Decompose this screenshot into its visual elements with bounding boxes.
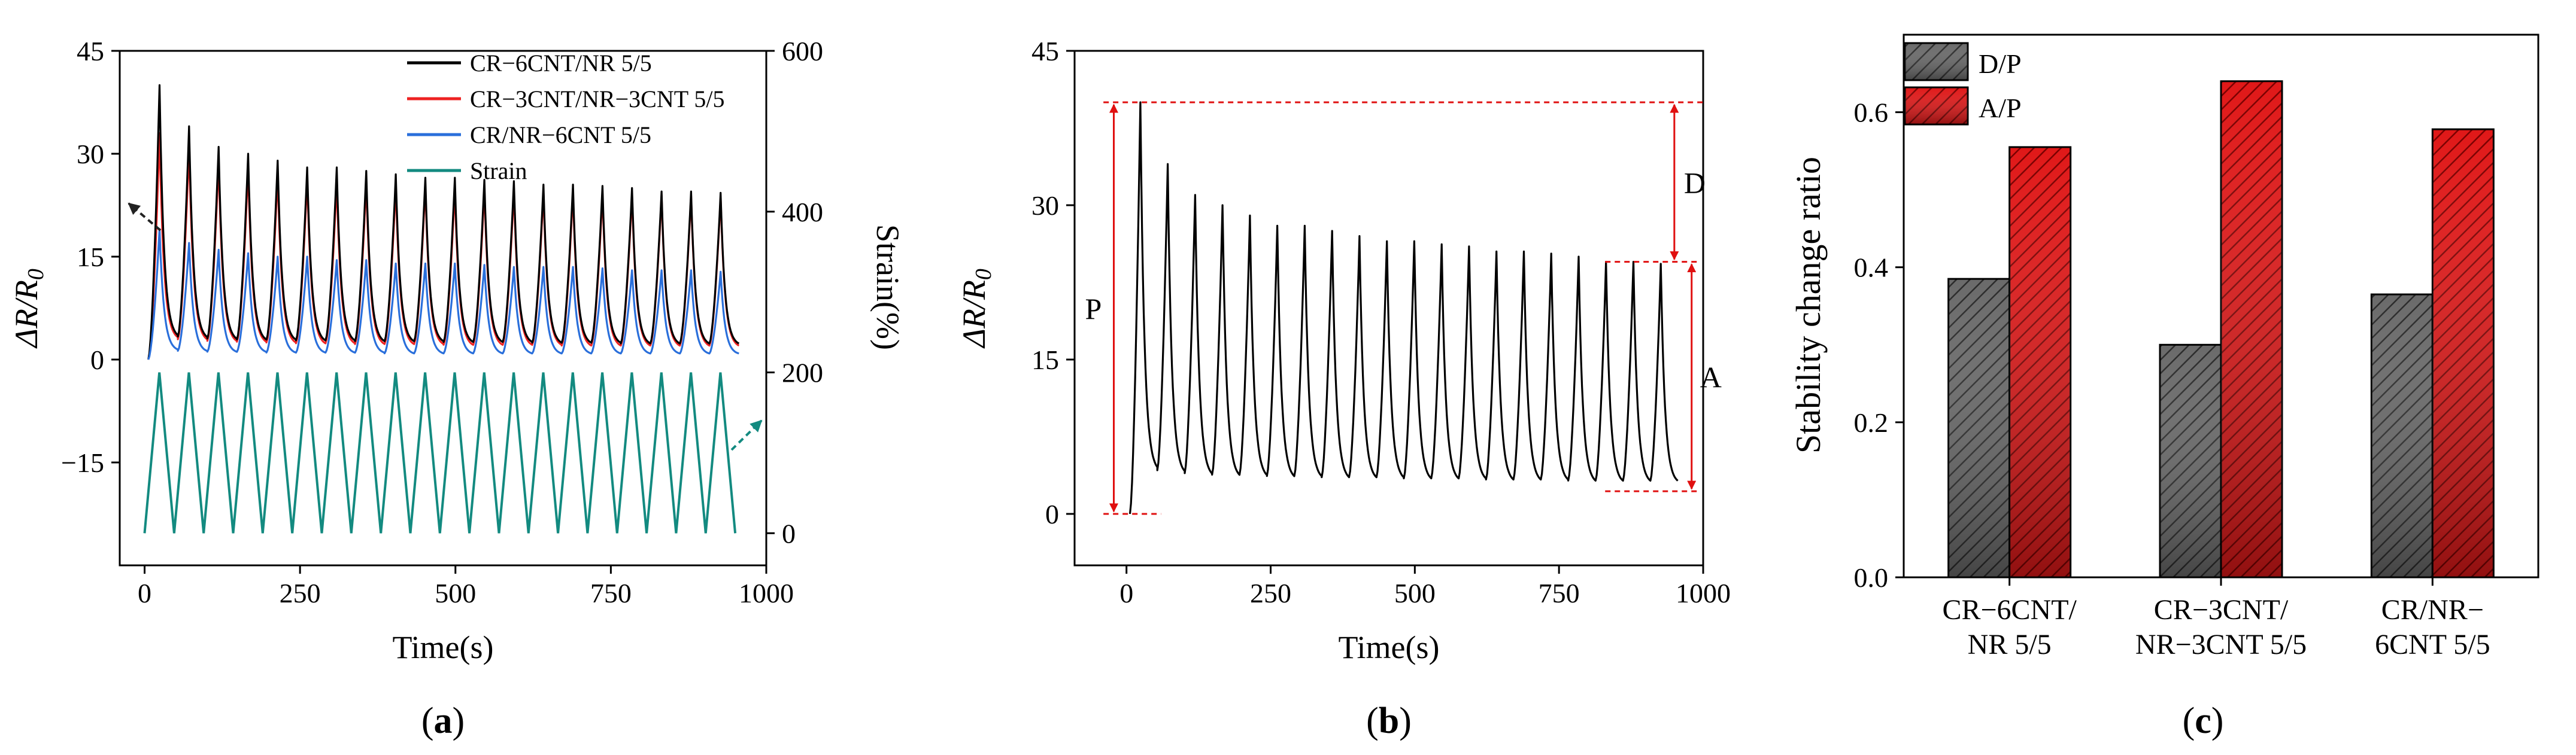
legend-label: D/P xyxy=(1979,48,2022,79)
x-tick-label: 0 xyxy=(138,578,151,608)
panel-b-ticks: 0 250 500 750 1000 0 15 30 45 xyxy=(1031,36,1731,608)
panel-b-annotations: P D A xyxy=(1085,101,1722,515)
bar-shade xyxy=(2432,129,2494,577)
bar-shade xyxy=(2009,147,2071,578)
y-tick-label: 15 xyxy=(1031,345,1059,375)
x-tick-label: 750 xyxy=(590,578,632,608)
y-tick-label: 0 xyxy=(90,345,104,375)
series-line-2 xyxy=(147,228,739,360)
x-tick-label: 750 xyxy=(1539,578,1580,608)
series-line-strain xyxy=(143,372,737,534)
panel-a-legend: CR−6CNT/NR 5/5 CR−3CNT/NR−3CNT 5/5 CR/NR… xyxy=(407,50,725,184)
legend-item-a-p: A/P xyxy=(1904,86,2022,126)
x-tick-label: 1000 xyxy=(1676,578,1731,608)
legend-label: CR−6CNT/NR 5/5 xyxy=(470,50,652,77)
panel-b-frame xyxy=(1073,50,1704,567)
legend-label: A/P xyxy=(1979,93,2022,123)
panel-a-ticks: 0 250 500 750 1000 −15 0 15 30 45 0 200 400 600 xyxy=(61,36,823,608)
panel-b-xlabel: Time(s) xyxy=(1338,629,1439,665)
bar-shade xyxy=(2221,81,2282,577)
legend-label: Strain xyxy=(470,157,527,184)
y-tick-label: −15 xyxy=(61,447,104,478)
annotation-d: D xyxy=(1684,166,1706,199)
x-tick-label: 250 xyxy=(280,578,321,608)
annotation-p: P xyxy=(1085,292,1102,325)
bar-shade xyxy=(1948,279,2010,577)
annotation-a: A xyxy=(1700,360,1722,394)
y2-tick-label: 600 xyxy=(782,36,823,66)
y-tick-label: 0 xyxy=(1045,499,1059,529)
y-tick-label: 0.4 xyxy=(1854,252,1889,283)
panel-c-ylabel: Stability change ratio xyxy=(1789,157,1828,453)
x-category-label: 6CNT 5/5 xyxy=(2375,629,2490,660)
right-axis-pointer-arrow xyxy=(730,419,763,451)
y-tick-label: 45 xyxy=(1031,36,1059,66)
x-category-label: NR 5/5 xyxy=(1968,629,2052,660)
x-tick-label: 1000 xyxy=(739,578,794,608)
bar-shade xyxy=(2160,345,2221,577)
y-tick-label: 30 xyxy=(77,139,104,169)
panel-a-y2label: Strain(%) xyxy=(870,224,906,350)
legend-item-d-p: D/P xyxy=(1904,42,2022,81)
panel-c-label: (c) xyxy=(2183,701,2224,741)
panel-b-ylabel: ΔR/R0 xyxy=(956,269,996,349)
panel-b-plot-area xyxy=(1128,101,1679,515)
y-tick-label: 0.2 xyxy=(1854,407,1889,438)
x-category-label: NR−3CNT 5/5 xyxy=(2135,629,2307,660)
legend-item-cr-6cnt-nr: CR−6CNT/NR 5/5 xyxy=(407,50,652,77)
panel-c: CR−6CNT/NR 5/5 CR−3CNT/NR−3CNT 5/5 CR/NR−6… xyxy=(1789,34,2539,741)
y-tick-label: 15 xyxy=(77,242,104,272)
legend-label: CR/NR−6CNT 5/5 xyxy=(470,121,651,148)
panel-a-ylabel: ΔR/R0 xyxy=(8,269,48,349)
bar-shade xyxy=(2371,294,2433,577)
x-tick-label: 500 xyxy=(435,578,476,608)
x-tick-label: 0 xyxy=(1119,578,1133,608)
panel-c-legend: D/P A/P xyxy=(1904,42,2022,126)
legend-label: CR−3CNT/NR−3CNT 5/5 xyxy=(470,86,725,112)
y2-tick-label: 200 xyxy=(782,358,823,388)
x-category-label: CR−3CNT/ xyxy=(2154,594,2289,626)
y2-tick-label: 0 xyxy=(782,518,796,549)
y-tick-label: 45 xyxy=(77,36,104,66)
panel-a: 0 250 500 750 1000 −15 0 15 30 45 0 200 400 600 Time(… xyxy=(8,36,906,741)
y-tick-label: 0.0 xyxy=(1854,562,1889,593)
panel-c-ticks: CR−6CNT/NR 5/5 CR−3CNT/NR−3CNT 5/5 CR/NR−6… xyxy=(1854,98,2490,660)
series-line-0 xyxy=(147,84,740,360)
y-tick-label: 0.6 xyxy=(1854,98,1889,128)
panel-a-label: (a) xyxy=(421,701,465,741)
panel-a-frame xyxy=(119,50,767,567)
panel-a-xlabel: Time(s) xyxy=(392,629,493,665)
y-tick-label: 30 xyxy=(1031,190,1059,221)
panel-a-plot-area xyxy=(143,84,740,534)
x-tick-label: 500 xyxy=(1394,578,1436,608)
x-category-label: CR−6CNT/ xyxy=(1942,594,2077,626)
x-tick-label: 250 xyxy=(1250,578,1291,608)
series-line-1 xyxy=(147,132,740,360)
series-line-cr-6cnt-nr xyxy=(1128,101,1679,515)
left-axis-pointer-arrow xyxy=(128,202,162,232)
panel-c-plot-area xyxy=(1947,80,2495,579)
legend-item-cr-nr-6cnt: CR/NR−6CNT 5/5 xyxy=(407,121,651,148)
y2-tick-label: 400 xyxy=(782,197,823,227)
legend-item-cr-3cnt-nr-3cnt: CR−3CNT/NR−3CNT 5/5 xyxy=(407,86,725,112)
x-category-label: CR/NR− xyxy=(2381,594,2484,626)
legend-item-strain: Strain xyxy=(407,157,527,184)
panel-b-label: (b) xyxy=(1366,701,1412,741)
